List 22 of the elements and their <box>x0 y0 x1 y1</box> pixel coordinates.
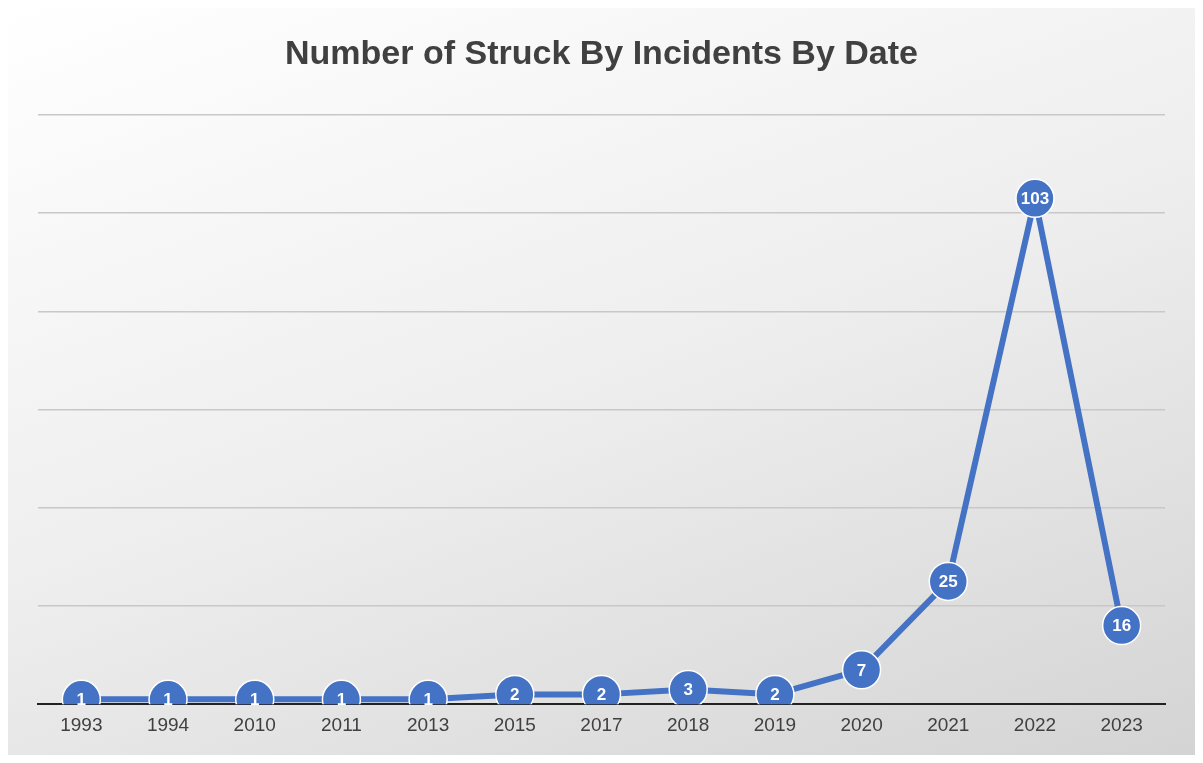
x-tick-label: 2015 <box>493 713 536 735</box>
data-label: 25 <box>938 572 958 592</box>
data-label: 103 <box>1020 188 1050 208</box>
x-tick-label: 2023 <box>1100 713 1143 735</box>
data-label: 3 <box>683 680 693 700</box>
x-tick-label: 1994 <box>146 713 190 735</box>
x-tick-label: 2017 <box>580 713 623 735</box>
data-label: 2 <box>510 685 520 705</box>
x-tick-label: 2013 <box>406 713 450 735</box>
x-tick-label: 2020 <box>840 713 883 735</box>
data-label: 16 <box>1112 616 1132 636</box>
x-tick-label: 2011 <box>320 713 362 735</box>
x-tick-label: 2018 <box>667 713 710 735</box>
data-label: 2 <box>770 685 780 705</box>
x-tick-label: 1993 <box>60 713 103 735</box>
chart-title: Number of Struck By Incidents By Date <box>285 32 918 71</box>
x-tick-label: 2021 <box>927 713 970 735</box>
x-tick-label: 2019 <box>753 713 797 735</box>
x-tick-label: 2010 <box>233 713 276 735</box>
data-label: 7 <box>856 660 867 680</box>
data-label: 2 <box>596 685 607 705</box>
x-tick-label: 2022 <box>1013 713 1057 735</box>
